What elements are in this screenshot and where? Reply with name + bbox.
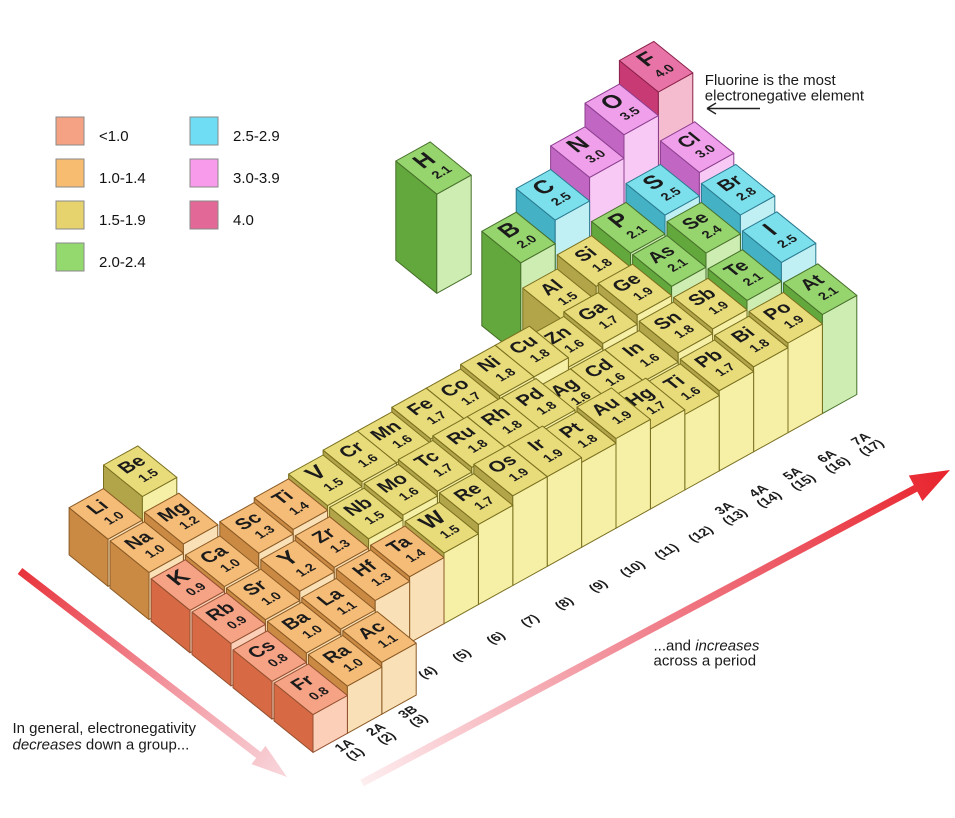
svg-text:(7): (7) <box>517 612 543 629</box>
svg-text:2.5-2.9: 2.5-2.9 <box>233 128 280 145</box>
svg-text:(3): (3) <box>405 712 431 729</box>
svg-text:1.5-1.9: 1.5-1.9 <box>99 212 146 229</box>
svg-text:1.0-1.4: 1.0-1.4 <box>99 170 146 187</box>
svg-text:4.0: 4.0 <box>233 212 254 229</box>
svg-text:(2): (2) <box>373 729 399 746</box>
svg-text:decreases down a group...: decreases down a group... <box>13 737 190 754</box>
svg-text:Fluorine is the most: Fluorine is the most <box>705 72 837 89</box>
svg-text:(1): (1) <box>342 745 368 762</box>
svg-text:across a period: across a period <box>654 653 757 670</box>
svg-text:(6): (6) <box>483 629 509 646</box>
svg-text:Fe: Fe <box>403 395 439 419</box>
svg-text:(4): (4) <box>414 664 440 681</box>
svg-text:(8): (8) <box>551 594 577 611</box>
svg-text:electronegative element: electronegative element <box>705 88 865 105</box>
svg-text:2.0-2.4: 2.0-2.4 <box>99 254 146 271</box>
svg-text:3.0-3.9: 3.0-3.9 <box>233 170 280 187</box>
svg-text:...and increases: ...and increases <box>654 638 760 655</box>
svg-text:(5): (5) <box>449 646 475 663</box>
svg-text:<1.0: <1.0 <box>99 128 129 145</box>
svg-text:In general, electronegativity: In general, electronegativity <box>13 720 197 737</box>
svg-text:(9): (9) <box>585 577 611 594</box>
